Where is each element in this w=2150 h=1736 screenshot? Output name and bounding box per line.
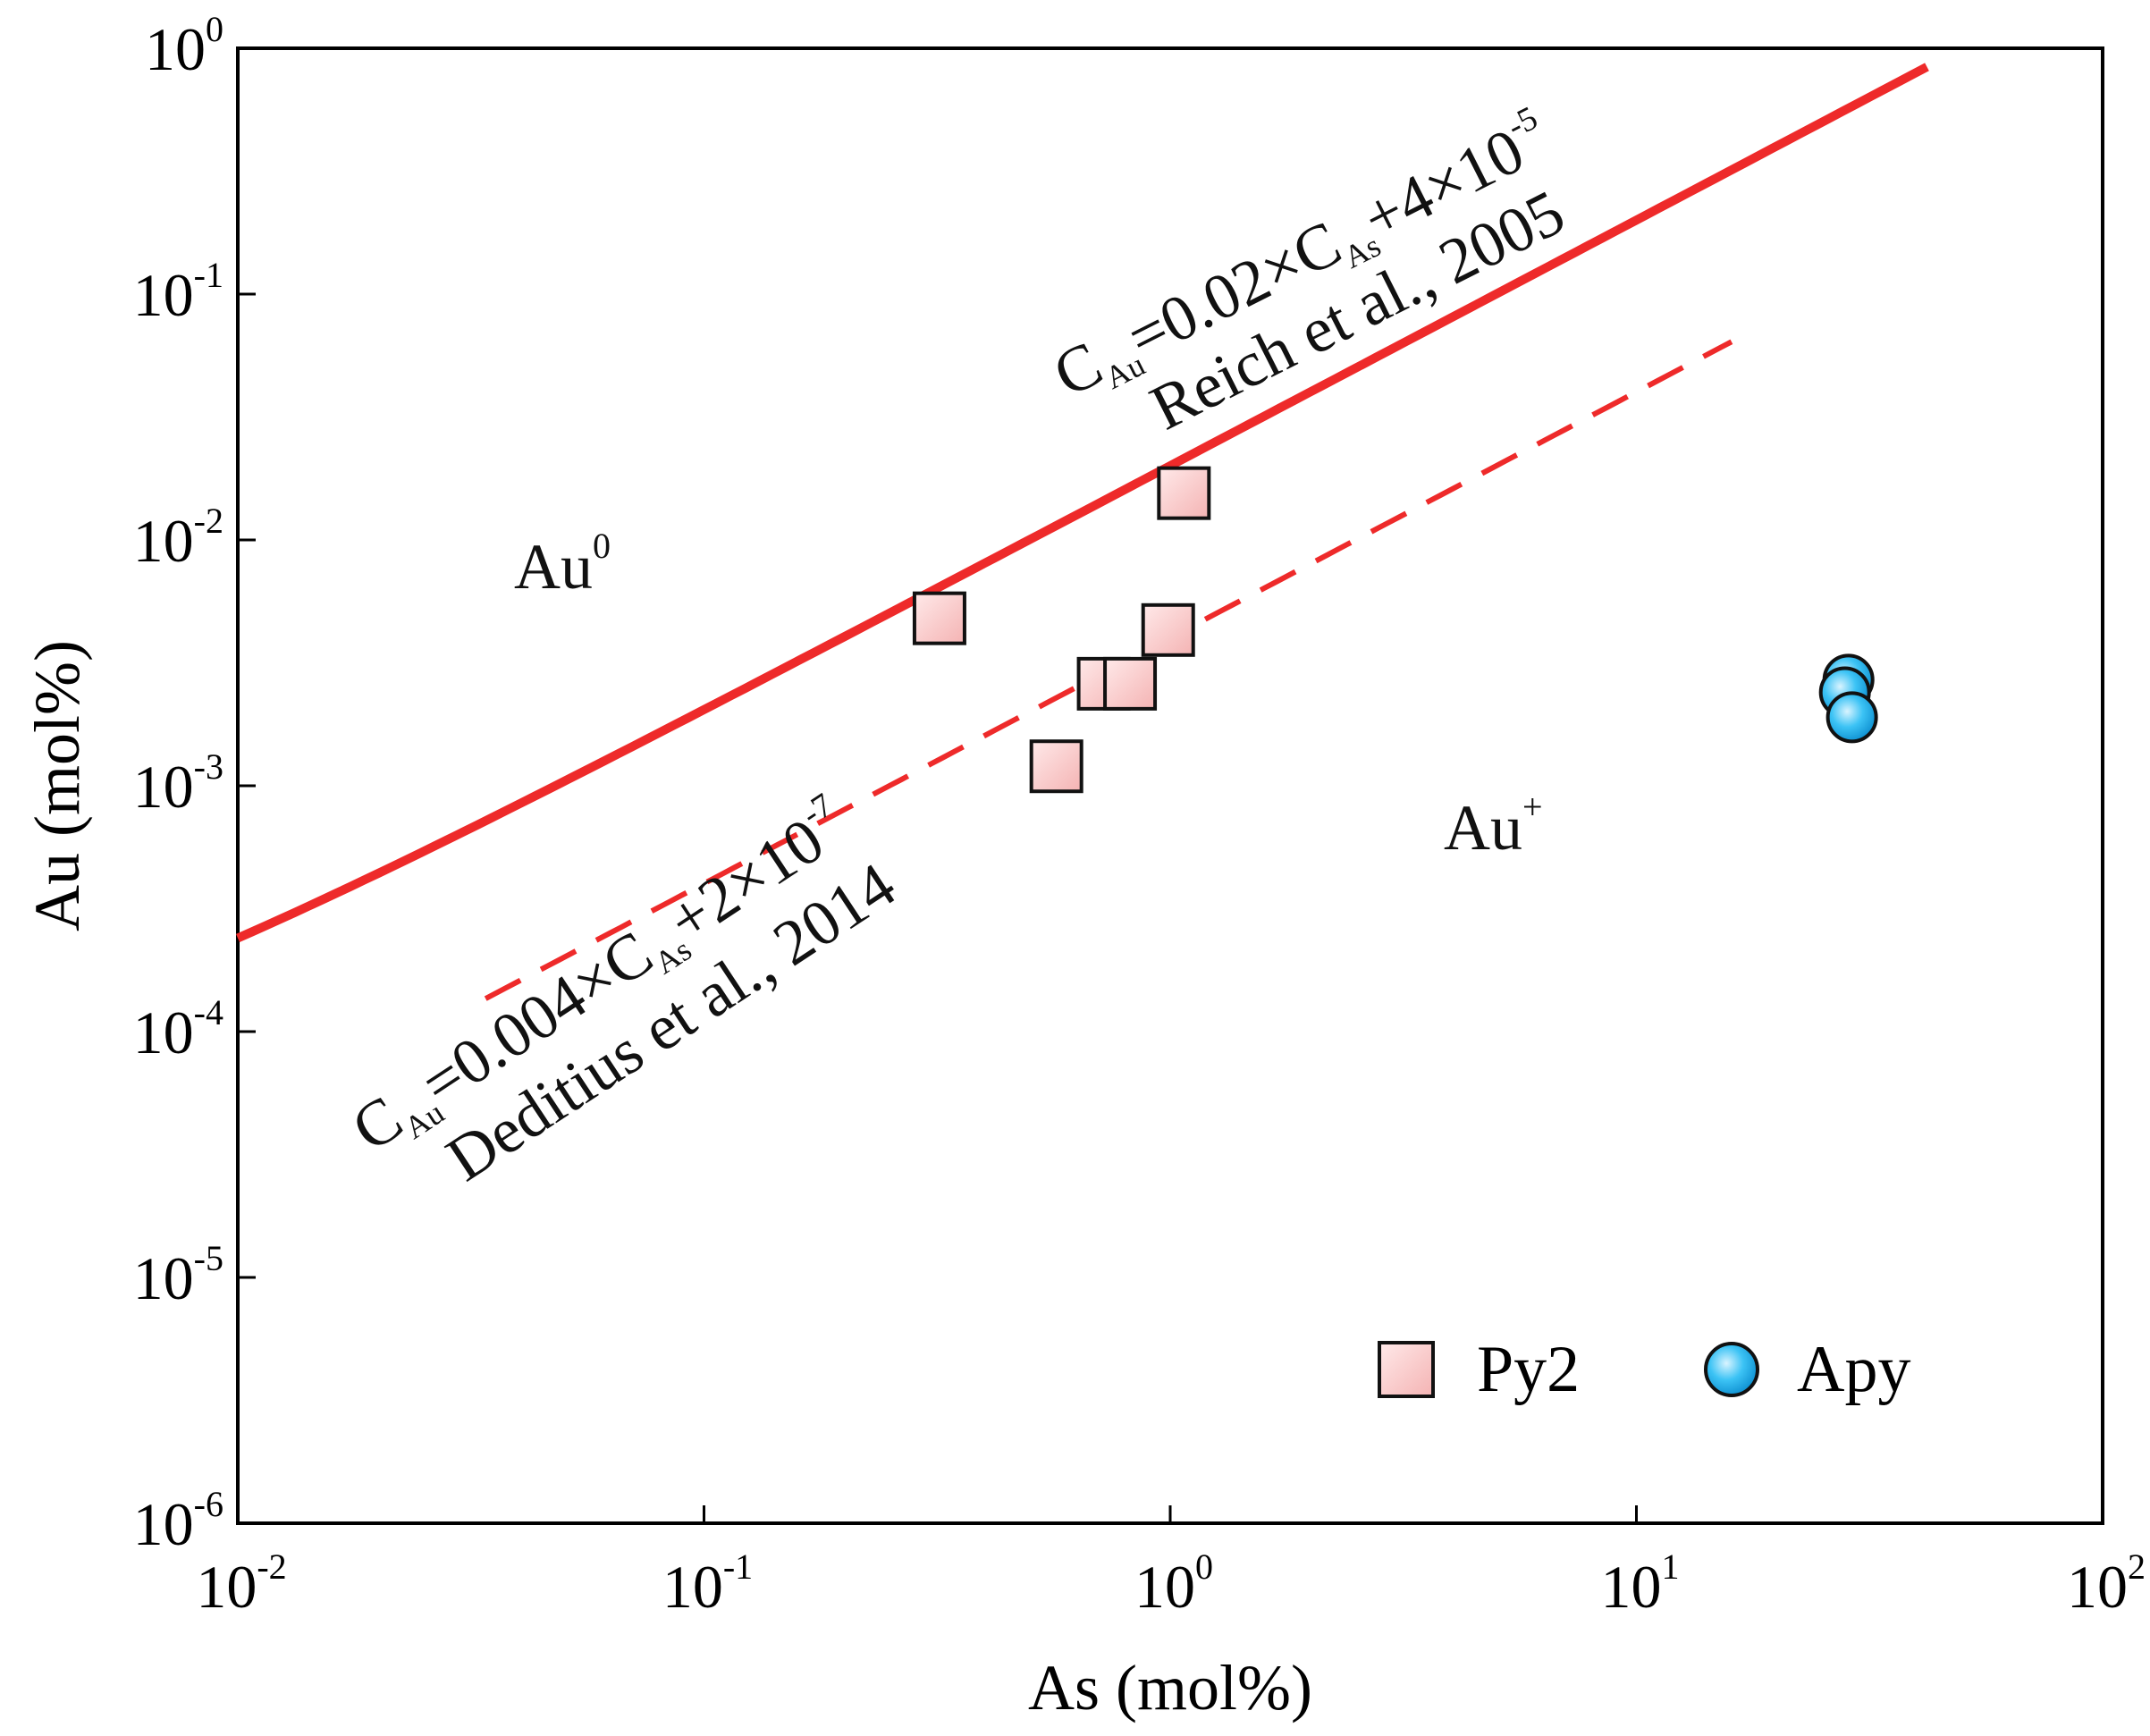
py2-point bbox=[1103, 656, 1158, 711]
reference-lines bbox=[235, 63, 1929, 1001]
x-axis: 10-2 10-1 100 101 102 bbox=[196, 1505, 2146, 1621]
au-plus-label: Au+ bbox=[1444, 787, 1543, 864]
y-tick-label: 100 bbox=[145, 9, 223, 83]
x-tick-label: 100 bbox=[1134, 1546, 1213, 1621]
y-tick-label: 10-6 bbox=[133, 1484, 223, 1558]
x-tick-label: 102 bbox=[2067, 1546, 2146, 1621]
x-axis-title: As (mol%) bbox=[1028, 1652, 1312, 1723]
y-axis-title: Au (mol%) bbox=[21, 640, 93, 931]
y-tick-label: 10-2 bbox=[133, 501, 223, 575]
x-tick-label: 101 bbox=[1601, 1546, 1680, 1621]
legend-py2-label: Py2 bbox=[1477, 1333, 1580, 1406]
y-tick-label: 10-5 bbox=[133, 1238, 223, 1312]
legend-apy-marker bbox=[1704, 1342, 1759, 1397]
py2-point bbox=[1141, 603, 1195, 657]
legend: Py2 Apy bbox=[1378, 1333, 1910, 1406]
legend-py2-marker bbox=[1378, 1341, 1435, 1398]
py2-point bbox=[912, 591, 966, 645]
y-axis: 10-6 10-5 10-4 10-3 10-2 10-1 100 bbox=[133, 9, 256, 1558]
y-tick-label: 10-4 bbox=[133, 992, 223, 1066]
data-points bbox=[912, 466, 1878, 794]
py2-point bbox=[1029, 739, 1083, 794]
apy-point bbox=[1825, 691, 1878, 744]
plot-area bbox=[236, 46, 2104, 1525]
py2-point bbox=[1157, 466, 1211, 520]
y-tick-label: 10-1 bbox=[133, 255, 223, 329]
legend-item-apy: Apy bbox=[1704, 1333, 1910, 1406]
legend-item-py2: Py2 bbox=[1378, 1333, 1580, 1406]
legend-apy-label: Apy bbox=[1797, 1333, 1910, 1406]
x-tick-label: 10-1 bbox=[662, 1546, 753, 1621]
au0-label: Au0 bbox=[514, 526, 611, 603]
x-tick-label: 10-2 bbox=[196, 1546, 286, 1621]
reich-line bbox=[235, 63, 1929, 942]
y-tick-label: 10-3 bbox=[133, 746, 223, 821]
